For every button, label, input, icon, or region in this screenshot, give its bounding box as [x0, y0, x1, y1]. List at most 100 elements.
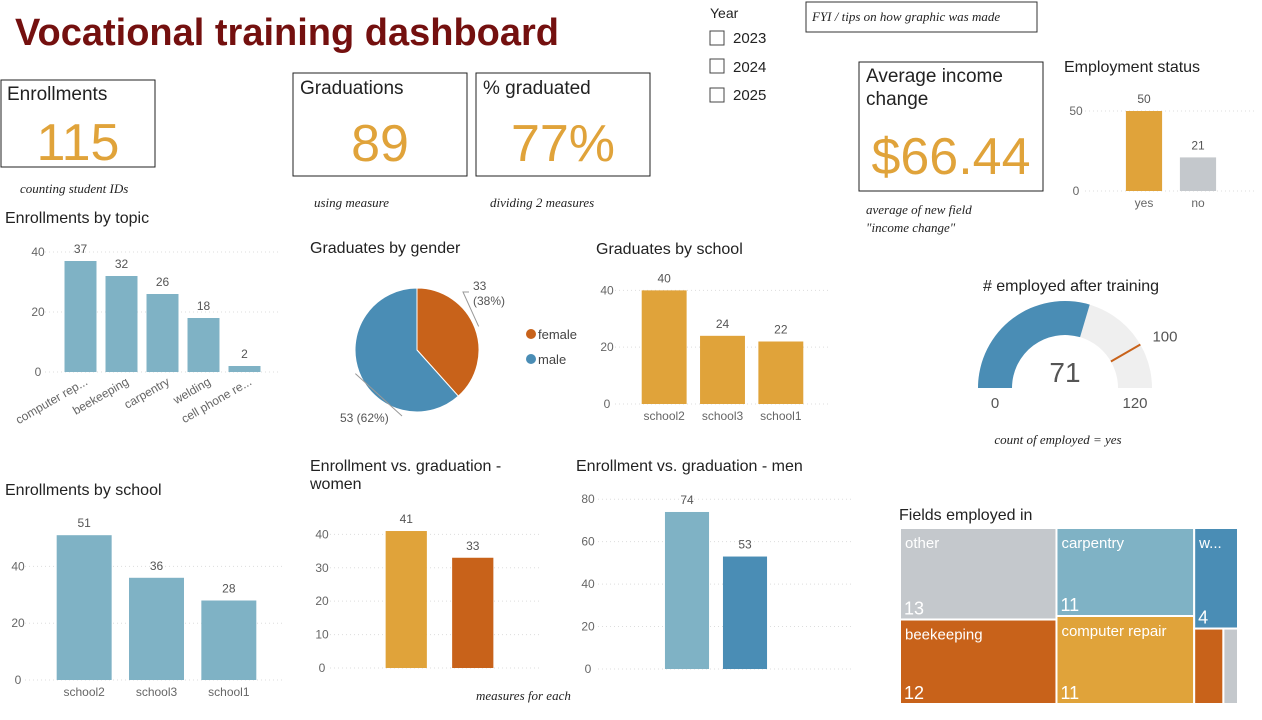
checkbox[interactable]	[709, 30, 725, 46]
checkbox[interactable]	[709, 87, 725, 103]
tile-value: 11	[1060, 595, 1079, 615]
x-tick-label: school1	[760, 409, 802, 423]
tips-button-label[interactable]: FYI / tips on how graphic was made	[811, 9, 1000, 24]
leader-line	[355, 373, 403, 417]
bar	[187, 318, 220, 372]
card	[0, 79, 156, 168]
data-label: 22	[774, 323, 788, 337]
card	[475, 72, 651, 177]
card	[858, 61, 1044, 192]
data-label: 50	[1137, 92, 1151, 106]
card-note: using measure	[314, 195, 389, 210]
chart-title: Enrollment vs. graduation -women	[309, 458, 501, 493]
treemap-tile	[899, 527, 1058, 621]
data-label: 24	[716, 317, 730, 331]
data-label: 28	[222, 582, 236, 596]
treemap-tile	[899, 618, 1058, 706]
gauge-value	[978, 301, 1090, 388]
y-tick-label: 80	[581, 492, 595, 506]
tile-value: 12	[904, 683, 924, 703]
x-tick-label: school2	[643, 409, 685, 423]
tile-value: 13	[904, 599, 924, 619]
tile-label: beekeeping	[905, 627, 983, 644]
pie-slice	[416, 287, 480, 397]
data-label: 2	[241, 347, 248, 361]
bar	[129, 577, 184, 680]
y-tick-label: 20	[31, 305, 45, 319]
card-label: % graduated	[483, 78, 591, 99]
bar	[1125, 111, 1163, 191]
card-label: Average income change	[866, 66, 1003, 110]
y-tick-label: 0	[604, 397, 611, 411]
treemap-tile	[1055, 615, 1196, 705]
bar	[146, 294, 179, 372]
footnote: measures for each	[476, 688, 571, 703]
chart-title: Enrollment vs. graduation - men	[576, 458, 803, 475]
card	[292, 72, 468, 177]
gauge-max-label: 120	[1122, 395, 1147, 412]
y-tick-label: 20	[11, 616, 25, 630]
bar	[64, 261, 97, 372]
data-label: 51	[77, 516, 91, 530]
y-tick-label: 0	[319, 661, 326, 675]
y-tick-label: 40	[31, 245, 45, 259]
x-tick-label: yes	[1135, 196, 1154, 210]
bar	[664, 511, 710, 669]
data-label: 40	[657, 271, 671, 285]
x-tick-label: school3	[702, 409, 744, 423]
bar	[452, 557, 494, 668]
slicer-option[interactable]: 2023	[733, 30, 766, 47]
bar	[758, 341, 804, 404]
card-value: $66.44	[871, 128, 1030, 186]
checkbox[interactable]	[709, 58, 725, 74]
legend-marker	[526, 354, 536, 364]
bar	[228, 366, 261, 372]
treemap-tile	[1193, 627, 1225, 705]
chart-title: Fields employed in	[899, 507, 1032, 524]
tile-label: computer repair	[1061, 623, 1166, 640]
chart-title: Enrollments by topic	[5, 210, 149, 227]
x-tick-label: carpentry	[122, 374, 172, 411]
slicer-option[interactable]: 2024	[733, 59, 766, 76]
treemap-tile	[1222, 627, 1239, 705]
x-tick-label: no	[1191, 196, 1205, 210]
tile-value: 11	[1060, 683, 1079, 703]
data-label: 74	[680, 493, 694, 507]
slicer-title: Year	[710, 5, 739, 21]
legend-marker	[526, 329, 536, 339]
bar	[700, 335, 745, 404]
y-tick-label: 0	[15, 673, 22, 687]
tile-value: 4	[1198, 608, 1208, 628]
data-label: 21	[1191, 138, 1205, 152]
bar	[722, 556, 768, 669]
y-tick-label: 20	[315, 594, 329, 608]
chart-note: count of employed = yes	[994, 432, 1121, 447]
tile-label: carpentry	[1061, 535, 1124, 552]
chart-title: Employment status	[1064, 59, 1200, 76]
card-value: 89	[351, 115, 409, 173]
y-tick-label: 40	[315, 527, 329, 541]
data-label: 33 (38%)	[473, 279, 505, 308]
data-label: 53 (62%)	[340, 411, 389, 425]
y-tick-label: 30	[315, 561, 329, 575]
y-tick-label: 40	[11, 559, 25, 573]
chart-title: Enrollments by school	[5, 482, 162, 499]
x-tick-label: cell phone re...	[179, 374, 254, 425]
y-tick-label: 10	[315, 628, 329, 642]
dashboard-title: Vocational training dashboard	[15, 12, 559, 54]
bar	[56, 535, 112, 680]
tips-button[interactable]	[805, 1, 1038, 33]
tile-label: w...	[1198, 535, 1222, 552]
data-label: 41	[400, 512, 414, 526]
bar	[385, 531, 427, 668]
y-tick-label: 20	[581, 620, 595, 634]
data-label: 26	[156, 275, 170, 289]
card-label: Graduations	[300, 78, 404, 99]
bar	[201, 600, 257, 680]
leader-line	[462, 291, 480, 327]
slicer-option[interactable]: 2025	[733, 87, 766, 104]
data-label: 37	[74, 242, 88, 256]
y-tick-label: 60	[581, 535, 595, 549]
card-note: counting student IDs	[20, 181, 128, 196]
chart-title: # employed after training	[983, 278, 1159, 295]
